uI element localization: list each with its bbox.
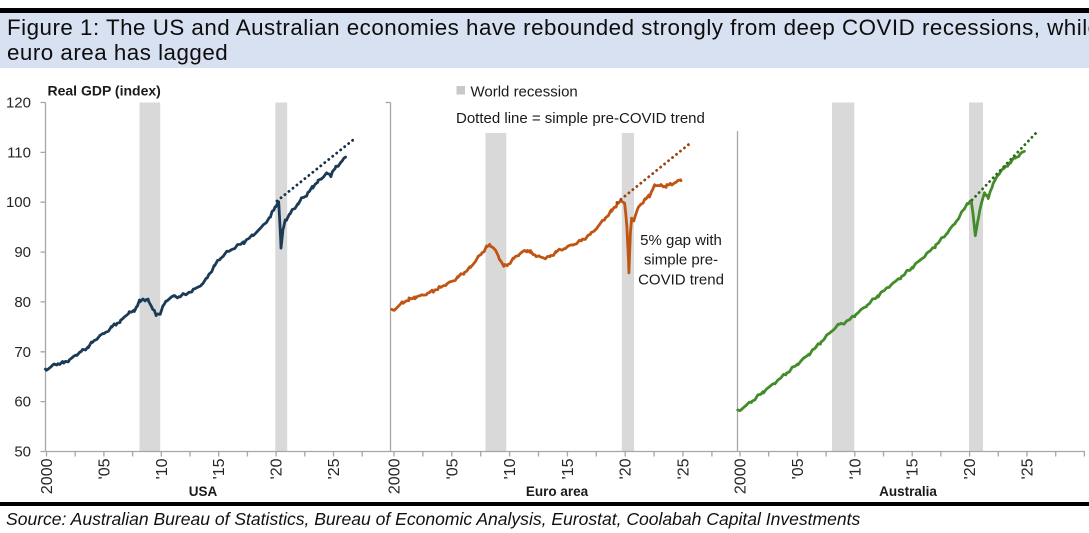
svg-text:70: 70 xyxy=(14,344,31,361)
svg-text:'15: '15 xyxy=(560,458,577,479)
svg-text:'10: '10 xyxy=(502,458,519,479)
svg-text:COVID trend: COVID trend xyxy=(638,271,724,288)
svg-text:simple pre-: simple pre- xyxy=(644,252,718,269)
svg-text:'25: '25 xyxy=(326,458,343,479)
svg-text:'05: '05 xyxy=(96,458,113,479)
svg-text:110: 110 xyxy=(7,144,31,161)
svg-text:90: 90 xyxy=(14,244,31,261)
svg-text:'05: '05 xyxy=(790,458,807,479)
svg-text:World recession: World recession xyxy=(471,84,578,101)
svg-text:Euro area: Euro area xyxy=(526,484,589,499)
svg-text:80: 80 xyxy=(14,294,31,311)
svg-text:2000: 2000 xyxy=(733,458,750,494)
svg-text:Real GDP (index): Real GDP (index) xyxy=(48,83,161,99)
svg-text:Australia: Australia xyxy=(879,484,937,499)
svg-text:'15: '15 xyxy=(905,458,922,479)
svg-text:60: 60 xyxy=(14,394,31,411)
svg-text:'15: '15 xyxy=(211,458,228,479)
svg-text:120: 120 xyxy=(6,95,31,112)
svg-text:'20: '20 xyxy=(962,458,979,479)
svg-text:50: 50 xyxy=(14,444,31,461)
svg-text:'20: '20 xyxy=(618,458,635,479)
svg-text:USA: USA xyxy=(189,484,218,499)
svg-text:'10: '10 xyxy=(154,458,171,479)
svg-text:'05: '05 xyxy=(444,458,461,479)
svg-text:'25: '25 xyxy=(1020,458,1037,479)
svg-text:'20: '20 xyxy=(269,458,286,479)
svg-text:'25: '25 xyxy=(676,458,693,479)
svg-text:100: 100 xyxy=(6,194,31,211)
svg-text:'10: '10 xyxy=(847,458,864,479)
svg-text:Dotted line = simple pre-COVID: Dotted line = simple pre-COVID trend xyxy=(456,110,705,127)
svg-text:2000: 2000 xyxy=(39,458,56,494)
svg-text:5% gap with: 5% gap with xyxy=(640,232,722,249)
svg-text:2000: 2000 xyxy=(387,458,404,494)
